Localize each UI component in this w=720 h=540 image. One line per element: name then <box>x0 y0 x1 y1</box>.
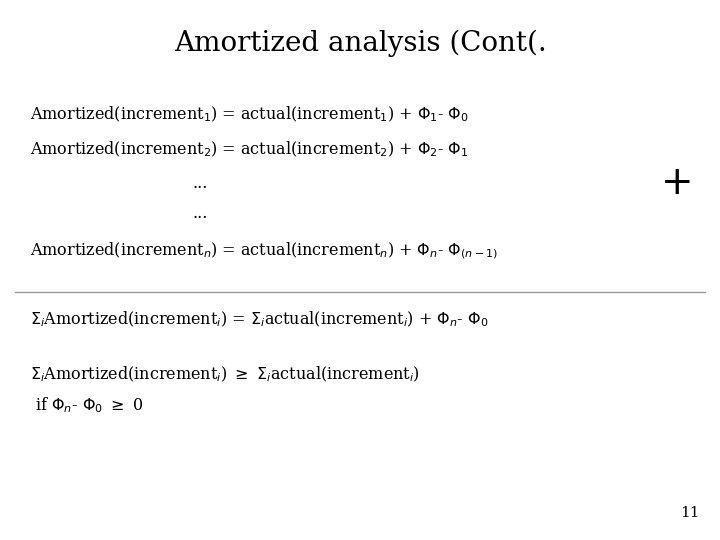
Text: Amortized analysis (Cont(.: Amortized analysis (Cont(. <box>174 30 546 57</box>
Text: $\Sigma_i$Amortized(increment$_i$) $\geq$ $\Sigma_i$actual(increment$_i$): $\Sigma_i$Amortized(increment$_i$) $\geq… <box>30 365 420 384</box>
Text: Amortized(increment$_1$) = actual(increment$_1$) + $\Phi_1$- $\Phi_0$: Amortized(increment$_1$) = actual(increm… <box>30 105 469 124</box>
Text: $\Sigma_i$Amortized(increment$_i$) = $\Sigma_i$actual(increment$_i$) + $\Phi_n$-: $\Sigma_i$Amortized(increment$_i$) = $\S… <box>30 310 488 329</box>
Text: $+$: $+$ <box>660 165 690 202</box>
Text: ...: ... <box>192 205 207 222</box>
Text: ...: ... <box>192 175 207 192</box>
Text: 11: 11 <box>680 506 700 520</box>
Text: Amortized(increment$_2$) = actual(increment$_2$) + $\Phi_2$- $\Phi_1$: Amortized(increment$_2$) = actual(increm… <box>30 140 469 159</box>
Text: if $\Phi_n$- $\Phi_0$ $\geq$ 0: if $\Phi_n$- $\Phi_0$ $\geq$ 0 <box>30 395 143 415</box>
Text: Amortized(increment$_n$) = actual(increment$_n$) + $\Phi_n$- $\Phi_{(n-1)}$: Amortized(increment$_n$) = actual(increm… <box>30 240 498 261</box>
